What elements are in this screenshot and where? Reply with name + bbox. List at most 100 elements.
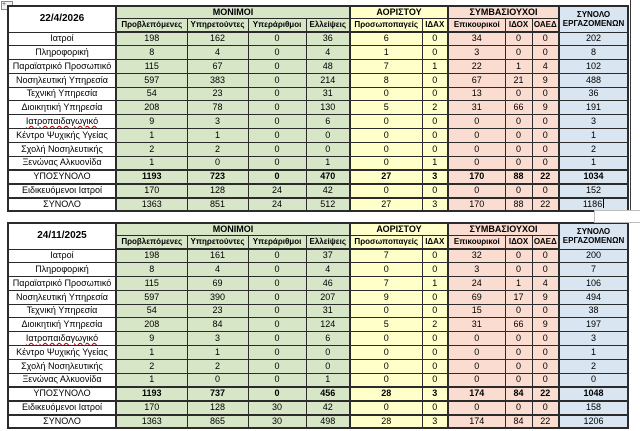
data-cell[interactable]: 0	[421, 114, 449, 130]
subheader-cell[interactable]: Επικουρικοί	[447, 234, 506, 250]
data-cell[interactable]: 383	[186, 72, 249, 88]
data-cell[interactable]: 22	[447, 59, 506, 74]
data-cell[interactable]: 24	[247, 196, 307, 212]
data-cell[interactable]: 1	[504, 276, 533, 291]
data-cell[interactable]: 170	[447, 196, 506, 212]
data-cell[interactable]: 3	[421, 196, 449, 212]
data-cell[interactable]: 3	[447, 262, 506, 278]
data-cell[interactable]: 0	[504, 358, 533, 374]
data-cell[interactable]: 0	[421, 345, 449, 360]
data-cell[interactable]: 31	[305, 303, 351, 319]
data-cell[interactable]: 9	[531, 289, 560, 305]
data-cell[interactable]: 0	[558, 372, 629, 388]
data-cell[interactable]: 0	[349, 345, 423, 360]
data-cell[interactable]: 0	[247, 276, 307, 291]
subheader-cell[interactable]: Υπηρετούντες	[186, 234, 249, 250]
data-cell[interactable]: 115	[115, 276, 188, 291]
row-label-cell[interactable]: Ξενώνας Αλκυονίδα	[7, 372, 117, 388]
data-cell[interactable]: 208	[115, 100, 188, 116]
data-cell[interactable]: 1	[115, 128, 188, 143]
data-cell[interactable]: 28	[349, 385, 423, 402]
data-cell[interactable]: 2	[115, 141, 188, 157]
data-cell[interactable]: 2	[558, 358, 629, 374]
data-cell[interactable]: 0	[421, 289, 449, 305]
data-cell[interactable]: 4	[305, 262, 351, 278]
row-label-cell[interactable]: Κέντρο Ψυχικής Υγείας	[7, 345, 117, 360]
data-cell[interactable]: 0	[504, 114, 533, 130]
data-cell[interactable]: 21	[504, 72, 533, 88]
row-label-cell[interactable]: Ιατροί	[7, 31, 117, 47]
data-cell[interactable]: 48	[305, 59, 351, 74]
group-header-cell[interactable]: ΣΥΜΒΑΣΙΟΥΧΟΙ	[447, 5, 560, 19]
subheader-cell[interactable]: ΙΔΑΧ	[421, 234, 449, 250]
subheader-cell[interactable]: ΟΑΕΔ	[531, 17, 560, 33]
data-cell[interactable]: 0	[186, 372, 249, 388]
data-cell[interactable]: 0	[531, 114, 560, 130]
data-cell[interactable]: 0	[504, 262, 533, 278]
data-cell[interactable]: 54	[115, 86, 188, 102]
subheader-cell[interactable]: Υπεράριθμοι	[247, 17, 307, 33]
data-cell[interactable]: 0	[305, 128, 351, 143]
data-cell[interactable]: 0	[305, 345, 351, 360]
data-cell[interactable]: 84	[504, 385, 533, 402]
data-cell[interactable]: 27	[349, 196, 423, 212]
row-label-cell[interactable]: Πληροφορική	[7, 45, 117, 61]
group-header-cell[interactable]: ΣΥΜΒΑΣΙΟΥΧΟΙ	[447, 222, 560, 236]
row-label-cell[interactable]: Τεχνική Υπηρεσία	[7, 303, 117, 319]
data-cell[interactable]: 737	[186, 385, 249, 402]
row-label-cell[interactable]: Τεχνική Υπηρεσία	[7, 86, 117, 102]
data-cell[interactable]: 130	[305, 100, 351, 116]
data-cell[interactable]: 207	[305, 289, 351, 305]
row-label-cell[interactable]: Ειδικευόμενοι Ιατροί	[7, 400, 117, 416]
data-cell[interactable]: 31	[447, 100, 506, 116]
data-cell[interactable]: 17	[504, 289, 533, 305]
data-cell[interactable]: 202	[558, 31, 629, 47]
data-cell[interactable]: 170	[115, 183, 188, 199]
data-cell[interactable]: 27	[349, 168, 423, 185]
data-cell[interactable]: 4	[305, 45, 351, 61]
data-cell[interactable]: 0	[447, 331, 506, 347]
data-cell[interactable]: 6	[305, 114, 351, 130]
row-label-cell[interactable]: ΥΠΟΣΥΝΟΛΟ	[7, 168, 117, 185]
data-cell[interactable]: 9	[115, 114, 188, 130]
data-cell[interactable]: 3	[558, 331, 629, 347]
data-cell[interactable]: 84	[186, 317, 249, 333]
data-cell[interactable]: 0	[504, 400, 533, 416]
data-cell[interactable]: 0	[531, 345, 560, 360]
data-cell[interactable]: 1	[115, 345, 188, 360]
date-header-cell[interactable]: 24/11/2025	[7, 222, 117, 250]
data-cell[interactable]: 851	[186, 196, 249, 212]
data-cell[interactable]: 9	[531, 317, 560, 333]
data-cell[interactable]: 0	[247, 155, 307, 171]
data-cell[interactable]: 0	[247, 141, 307, 157]
data-cell[interactable]: 22	[531, 413, 560, 429]
data-cell[interactable]: 0	[349, 114, 423, 130]
data-cell[interactable]: 0	[247, 128, 307, 143]
row-label-cell[interactable]: Πληροφορική	[7, 262, 117, 278]
data-cell[interactable]: 170	[447, 168, 506, 185]
data-cell[interactable]: 723	[186, 168, 249, 185]
data-cell[interactable]: 1034	[558, 168, 629, 185]
data-cell[interactable]: 0	[247, 31, 307, 47]
data-cell[interactable]: 0	[247, 345, 307, 360]
data-cell[interactable]: 0	[421, 262, 449, 278]
data-cell[interactable]: 0	[247, 248, 307, 264]
data-cell[interactable]: 0	[531, 248, 560, 264]
data-cell[interactable]: 208	[115, 317, 188, 333]
data-cell[interactable]: 54	[115, 303, 188, 319]
data-cell[interactable]: 88	[504, 196, 533, 212]
data-cell[interactable]: 0	[305, 141, 351, 157]
data-cell[interactable]: 23	[186, 303, 249, 319]
subheader-cell[interactable]: Υπεράριθμοι	[247, 234, 307, 250]
data-cell[interactable]: 174	[447, 385, 506, 402]
data-cell[interactable]: 124	[305, 317, 351, 333]
data-cell[interactable]: 0	[349, 400, 423, 416]
data-cell[interactable]: 162	[186, 31, 249, 47]
data-cell[interactable]: 1363	[115, 413, 188, 429]
data-cell[interactable]: 0	[504, 183, 533, 199]
total-header-cell[interactable]: ΣΥΝΟΛΟ ΕΡΓΑΖΟΜΕΝΩΝ	[558, 222, 629, 250]
data-cell[interactable]: 23	[186, 86, 249, 102]
data-cell[interactable]: 174	[447, 413, 506, 429]
data-cell[interactable]: 8	[115, 45, 188, 61]
subheader-cell[interactable]: Υπηρετούντες	[186, 17, 249, 33]
